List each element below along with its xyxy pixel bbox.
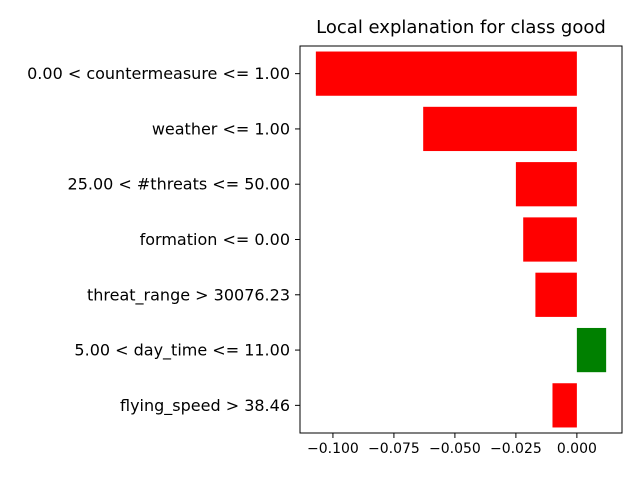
y-tick-label: 5.00 < day_time <= 11.00 (74, 341, 290, 361)
x-tick-label: −0.100 (307, 441, 359, 457)
y-tick-labels: 0.00 < countermeasure <= 1.00 weather <= … (27, 64, 300, 416)
y-tick-label: 25.00 < #threats <= 50.00 (68, 175, 290, 194)
x-tick-label: −0.025 (490, 441, 542, 457)
x-axis: −0.100 −0.075 −0.050 −0.025 0.000 (307, 433, 597, 457)
bar (315, 51, 577, 96)
x-tick-label: −0.050 (429, 441, 481, 457)
x-tick-label: 0.000 (557, 441, 597, 457)
chart-title: Local explanation for class good (316, 17, 606, 38)
y-tick-label: flying_speed > 38.46 (120, 396, 290, 416)
bars-group (315, 51, 607, 428)
bar (523, 217, 577, 262)
y-tick-label: threat_range > 30076.23 (87, 285, 290, 305)
bar (535, 272, 577, 317)
x-tick-label: −0.075 (368, 441, 420, 457)
plot-frame (299, 45, 623, 434)
y-tick-label: formation <= 0.00 (140, 230, 290, 249)
bar (552, 383, 577, 428)
y-tick-label: weather <= 1.00 (152, 119, 290, 138)
y-tick-label: 0.00 < countermeasure <= 1.00 (27, 64, 290, 83)
bar (576, 327, 607, 373)
bar (423, 106, 577, 152)
bar (515, 162, 577, 207)
